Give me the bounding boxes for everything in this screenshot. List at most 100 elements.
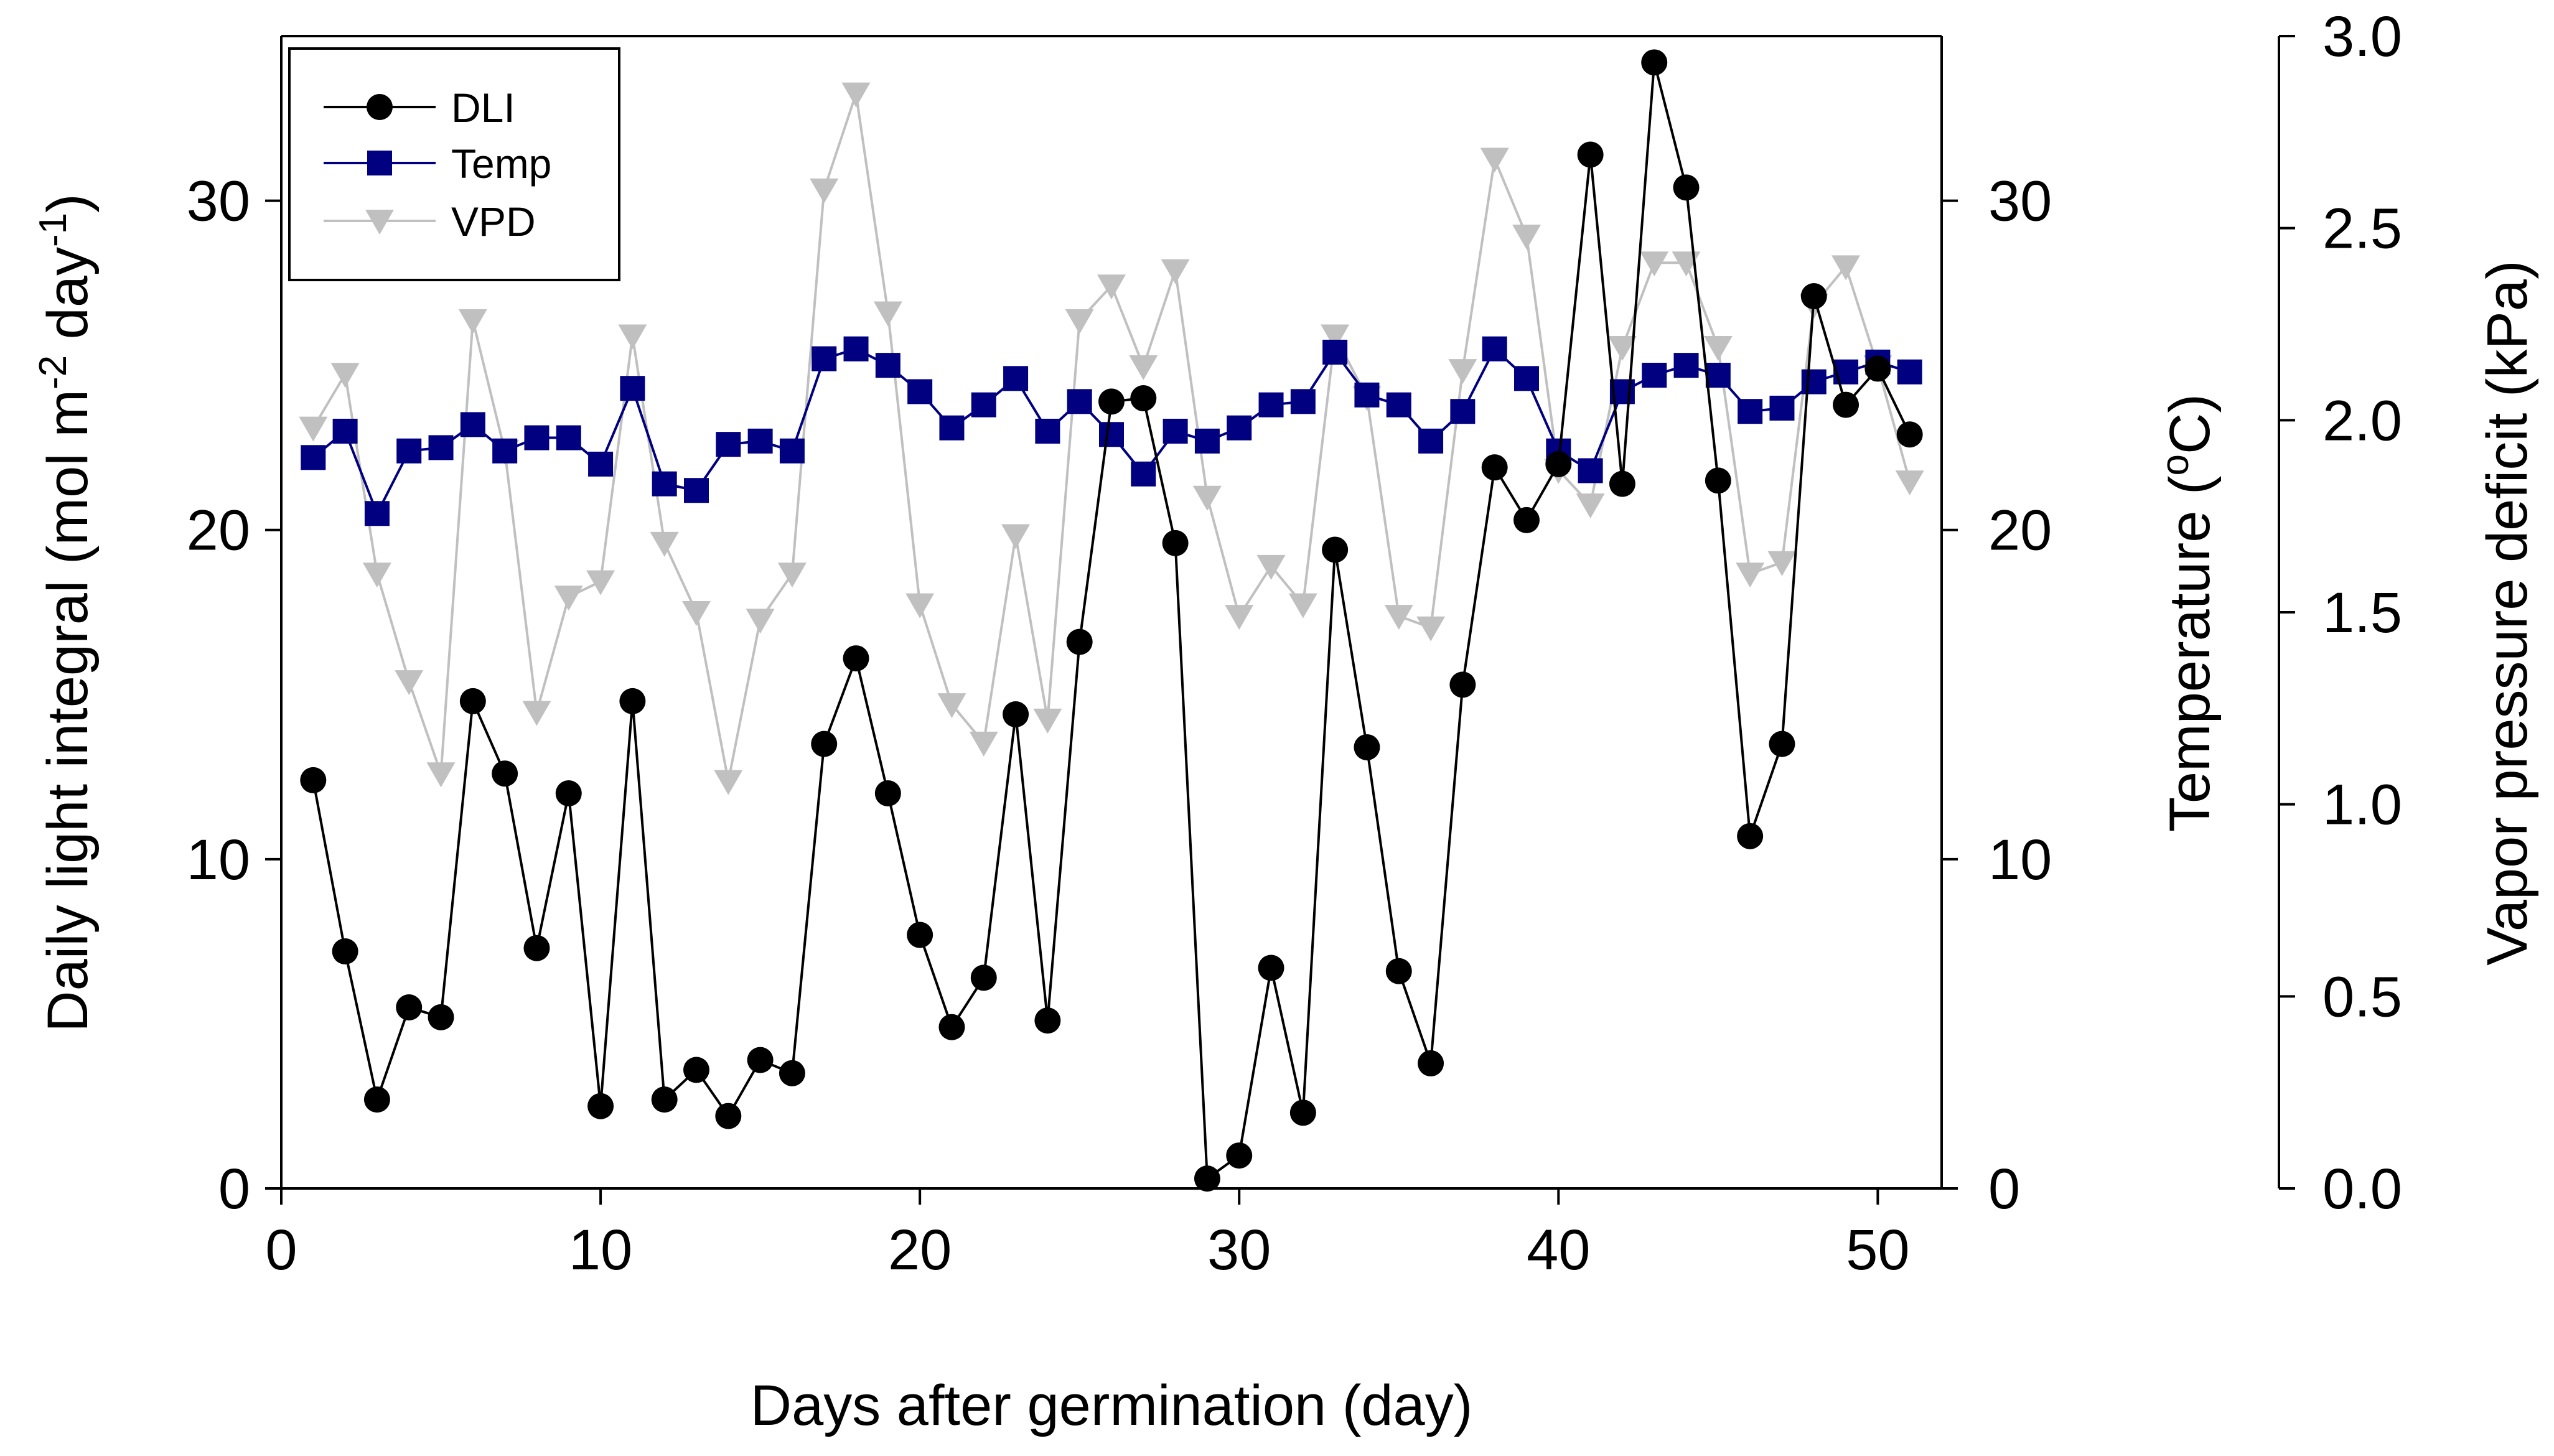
vpd-point	[586, 570, 615, 595]
dli-point	[523, 935, 550, 961]
legend-label-dli: DLI	[451, 85, 515, 131]
middle-y-tick-label: 10	[1988, 828, 2052, 892]
right-y-tick-label: 0.5	[2322, 965, 2402, 1029]
dli-point	[651, 1086, 678, 1113]
vpd-point	[905, 593, 935, 618]
vpd-point	[1767, 551, 1797, 576]
right-y-tick-label: 1.0	[2322, 773, 2402, 837]
vpd-point	[746, 609, 775, 634]
vpd-point	[1097, 274, 1126, 300]
dli-point	[938, 1014, 965, 1040]
left-axis-title-sup2: -1	[32, 213, 75, 247]
vpd-point	[873, 301, 902, 327]
dli-point	[1258, 954, 1284, 981]
series-dli	[300, 49, 1923, 1192]
dli-point	[1449, 671, 1476, 698]
temp-point	[1450, 399, 1476, 424]
temp-point	[492, 438, 518, 464]
temp-point	[907, 379, 933, 404]
dli-point	[779, 1060, 805, 1086]
temp-point	[1290, 389, 1316, 414]
temp-point	[1578, 458, 1603, 483]
temp-point	[652, 471, 677, 497]
temp-point	[1035, 418, 1060, 444]
dli-point	[332, 938, 358, 965]
vpd-point	[1288, 593, 1317, 618]
vpd-point	[650, 531, 679, 557]
left-axis-title-sup1: -2	[32, 355, 75, 390]
x-tick-label: 20	[888, 1218, 952, 1282]
dli-point	[459, 688, 486, 714]
dli-point	[747, 1047, 774, 1073]
temp-point	[1162, 418, 1188, 444]
legend-label-vpd: VPD	[451, 198, 536, 245]
temp-point	[939, 415, 965, 441]
middle-axis-title-sup: o	[2154, 454, 2197, 475]
temp-point	[1418, 428, 1444, 454]
vpd-point	[1736, 562, 1765, 588]
left-axis-title-end: )	[36, 194, 100, 213]
temp-point	[1194, 428, 1220, 454]
series-temp	[301, 336, 1922, 526]
vpd-point	[1640, 251, 1669, 277]
dli-point	[1098, 388, 1125, 415]
dli-point	[1385, 958, 1412, 984]
vpd-point	[554, 586, 583, 611]
left-axis-title-mid: day	[36, 247, 100, 355]
dli-point	[1289, 1099, 1316, 1126]
vpd-point	[1448, 359, 1477, 385]
temp-point	[779, 438, 805, 464]
dli-point	[1354, 734, 1380, 760]
dli-point	[715, 1103, 742, 1129]
temp-point	[1482, 336, 1507, 362]
dli-point	[1418, 1050, 1444, 1076]
dli-point	[1322, 536, 1349, 563]
dli-point	[1800, 283, 1827, 310]
temp-point	[1673, 353, 1699, 378]
ticks: 0 10 20 30 40 50 0 10 20 30 0 10 20 30 0.0 0.5 1.0 1.5 2.0…	[187, 5, 2402, 1282]
middle-axis-title-main: Temperature (	[2158, 475, 2222, 832]
dli-point	[492, 760, 518, 787]
dli-point	[300, 767, 327, 793]
middle-y-tick-label: 0	[1988, 1157, 2020, 1221]
dli-point	[1769, 730, 1795, 757]
right-y-tick-label: 3.0	[2322, 5, 2402, 68]
right-y-tick-label: 0.0	[2322, 1157, 2402, 1221]
vpd-point	[330, 363, 360, 388]
temp-point	[1386, 392, 1411, 418]
vpd-point	[1895, 470, 1924, 496]
temp-point	[588, 451, 614, 477]
dli-point	[1034, 1007, 1061, 1034]
temp-point	[1067, 389, 1092, 414]
dli-point	[1641, 49, 1668, 76]
vpd-point	[1192, 485, 1222, 511]
dli-point	[1481, 454, 1508, 481]
temp-point	[1227, 415, 1252, 441]
dli-point	[587, 1093, 614, 1119]
dli-point	[363, 1086, 390, 1113]
left-axis-title-main: Daily light integral (mol m	[36, 390, 100, 1032]
vpd-point	[395, 670, 424, 696]
vpd-point	[1161, 259, 1190, 284]
vpd-point	[1416, 616, 1446, 642]
vpd-point	[777, 562, 807, 588]
vpd-point	[969, 731, 998, 757]
temp-point	[524, 425, 550, 450]
dli-point	[1513, 506, 1540, 533]
middle-axis-title-end: C)	[2158, 394, 2222, 454]
temp-point	[556, 425, 581, 450]
vpd-point	[841, 82, 871, 108]
temp-point	[1003, 366, 1029, 391]
temp-point	[364, 501, 390, 526]
temp-point	[1131, 461, 1156, 487]
vpd-point	[1033, 708, 1062, 734]
right-y-tick-label: 2.5	[2322, 197, 2402, 261]
temp-point	[1769, 395, 1795, 421]
vpd-point	[1703, 336, 1733, 362]
vpd-point	[1480, 147, 1509, 173]
x-tick-label: 50	[1846, 1218, 1909, 1282]
legend-marker-vpd	[365, 210, 394, 235]
dli-point	[1673, 174, 1700, 201]
vpd-point	[1321, 324, 1350, 350]
